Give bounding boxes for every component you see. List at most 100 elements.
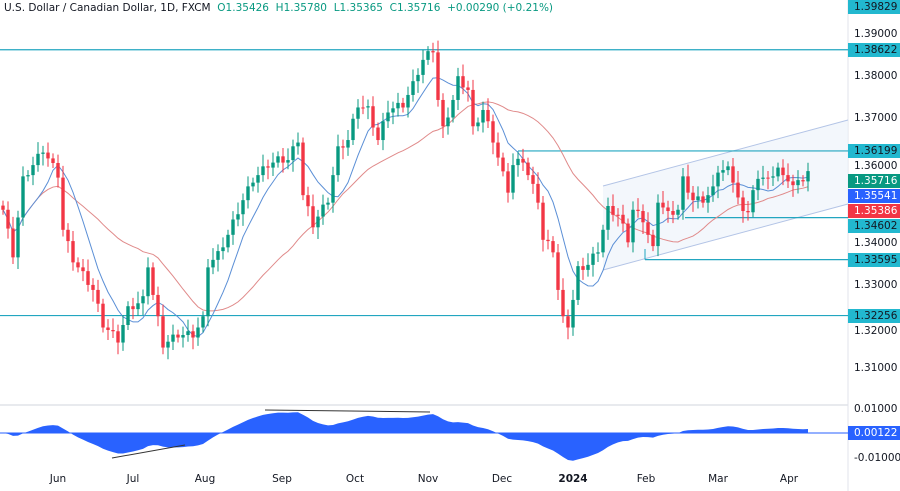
candle-body: [791, 181, 795, 186]
candle-body: [541, 202, 545, 240]
candle-body: [156, 294, 160, 317]
candle-body: [396, 102, 400, 109]
channel-fill: [603, 120, 848, 270]
candle-body: [201, 316, 205, 328]
candle-body: [326, 202, 330, 205]
candle-body: [536, 183, 540, 203]
candle-body: [21, 176, 25, 218]
channel-lower-line: [602, 203, 849, 271]
candle-body: [291, 146, 295, 161]
time-label: Mar: [708, 473, 728, 485]
candle-body: [126, 306, 130, 325]
candle-body: [301, 142, 305, 196]
candle-body: [161, 316, 165, 348]
candle-body: [356, 107, 360, 119]
candle-body: [801, 180, 805, 182]
candle-body: [586, 264, 590, 270]
candle-body: [641, 211, 645, 223]
price-badge: 1.39829: [848, 0, 900, 14]
candle-body: [481, 109, 485, 123]
candle-body: [761, 177, 765, 179]
candle-body: [71, 241, 75, 263]
candle-body: [146, 267, 150, 297]
candle-body: [776, 167, 780, 177]
candle-body: [261, 166, 265, 176]
candle-body: [756, 178, 760, 191]
high-value: H1.35780: [275, 2, 327, 14]
candle-body: [486, 109, 490, 122]
candle-body: [331, 175, 335, 203]
candle-body: [716, 172, 720, 187]
candle-body: [116, 331, 120, 343]
candle-body: [711, 186, 715, 196]
candle-body: [451, 99, 455, 118]
candle-body: [416, 74, 420, 82]
price-tick-label: 1.32000: [854, 324, 898, 337]
candle-body: [336, 146, 340, 176]
price-badge: 1.35386: [848, 203, 900, 218]
candle-body: [86, 271, 90, 285]
candle-body: [561, 289, 565, 317]
candle-body: [246, 186, 250, 201]
candle-body: [646, 222, 650, 235]
candle-body: [1, 205, 5, 210]
candle-body: [81, 267, 85, 272]
candle-body: [506, 171, 510, 193]
candle-body: [466, 87, 470, 90]
candle-body: [556, 252, 560, 290]
candle-body: [91, 284, 95, 290]
candle-body: [616, 214, 620, 216]
candle-body: [606, 206, 610, 230]
price-badge: 1.38622: [848, 42, 900, 57]
candle-body: [16, 217, 20, 258]
candle-body: [436, 52, 440, 100]
candle-body: [181, 335, 185, 338]
candle-body: [211, 259, 215, 268]
candle-body: [671, 211, 675, 215]
candle-body: [316, 216, 320, 228]
slow-moving-average-line: [2, 101, 809, 312]
open-value: O1.35426: [217, 2, 269, 14]
candle-body: [576, 266, 580, 300]
candle-body: [406, 94, 410, 108]
close-value: C1.35716: [389, 2, 441, 14]
candle-body: [371, 106, 375, 128]
time-label: Nov: [417, 473, 439, 485]
candle-body: [726, 166, 730, 171]
symbol-title: U.S. Dollar / Canadian Dollar, 1D, FXCM: [4, 2, 211, 14]
candle-body: [566, 316, 570, 328]
time-label: Sep: [272, 473, 292, 485]
time-label: Apr: [779, 473, 799, 485]
candle-body: [276, 156, 280, 163]
price-badge: 1.35716: [848, 173, 900, 188]
time-label: Oct: [345, 473, 365, 485]
candle-body: [691, 192, 695, 201]
candle-body: [96, 289, 100, 304]
candle-body: [681, 176, 685, 210]
candle-body: [271, 162, 275, 168]
candle-body: [546, 239, 550, 242]
candle-body: [51, 158, 55, 164]
candle-body: [686, 176, 690, 193]
candle-body: [521, 158, 525, 163]
candle-body: [76, 262, 80, 268]
candle-body: [26, 175, 30, 177]
candle-body: [746, 211, 750, 213]
candle-body: [231, 219, 235, 235]
candle-body: [46, 152, 50, 159]
candle-body: [461, 76, 465, 88]
candle-body: [706, 195, 710, 203]
candle-body: [551, 241, 555, 253]
candle-body: [6, 209, 10, 229]
candle-body: [701, 196, 705, 203]
oscillator-area: [3, 412, 808, 461]
candle-body: [666, 207, 670, 212]
candle-body: [106, 327, 110, 331]
candle-body: [571, 299, 575, 328]
candle-body: [456, 76, 460, 100]
candle-body: [171, 334, 175, 342]
candle-body: [676, 209, 680, 215]
candle-body: [751, 190, 755, 213]
candle-body: [736, 182, 740, 198]
